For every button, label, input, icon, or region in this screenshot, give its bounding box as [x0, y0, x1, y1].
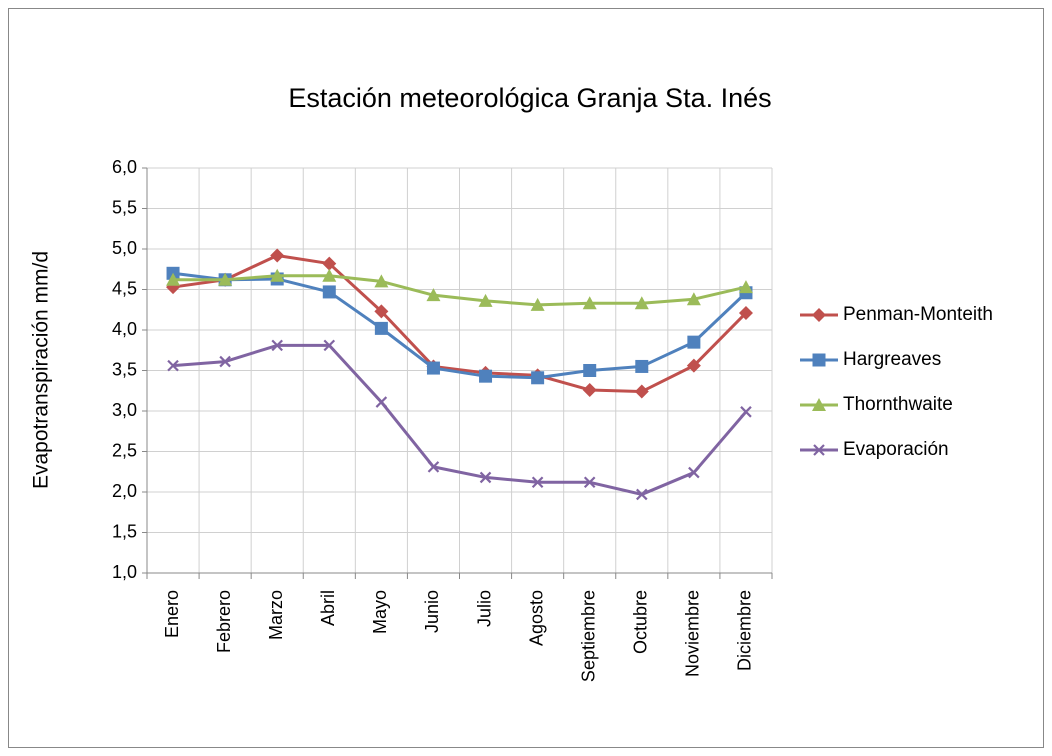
data-point [688, 466, 700, 479]
x-tick-label: Febrero [214, 590, 234, 653]
series-line [172, 343, 748, 496]
data-point [583, 364, 597, 377]
data-point [374, 304, 389, 319]
y-tick-label: 2,0 [112, 481, 137, 501]
data-point [479, 369, 493, 383]
legend-marker [812, 398, 826, 411]
data-point [634, 296, 649, 310]
legend-marker [812, 308, 826, 322]
data-point [582, 382, 597, 397]
x-tick-label: Octubre [631, 590, 651, 654]
data-point [167, 359, 179, 372]
y-tick-label: 4,5 [112, 278, 137, 298]
y-tick-label: 3,5 [112, 359, 137, 379]
y-tick-label: 6,0 [112, 157, 137, 177]
data-point [479, 471, 492, 484]
data-point [530, 297, 545, 311]
x-tick-label: Agosto [526, 590, 546, 646]
series-line [172, 253, 748, 394]
data-point [374, 274, 389, 288]
data-point [322, 256, 337, 271]
data-point [166, 272, 181, 286]
y-axis-label: Evapotranspiración mm/d [30, 251, 53, 489]
y-tick-label: 3,0 [112, 400, 137, 420]
legend-label: Hargreaves [843, 349, 941, 370]
data-point [531, 371, 545, 385]
data-point [426, 361, 440, 375]
x-tick-label: Abril [318, 590, 338, 626]
data-point [531, 476, 544, 489]
data-point [270, 268, 285, 282]
x-tick-label: Julio [474, 590, 494, 627]
legend-label: Penman-Monteith [843, 304, 993, 325]
data-point [374, 321, 388, 335]
data-point [478, 293, 493, 307]
data-point [686, 358, 701, 373]
data-point [322, 268, 337, 282]
legend-marker [812, 353, 826, 367]
data-point [738, 280, 753, 294]
x-tick-label: Mayo [370, 590, 390, 634]
data-point [583, 476, 596, 489]
x-tick-label: Septiembre [578, 590, 598, 682]
data-point [271, 339, 283, 352]
series-line [172, 271, 747, 380]
data-point [687, 335, 701, 349]
data-point [635, 359, 649, 373]
data-point [427, 461, 440, 473]
data-point [322, 285, 336, 299]
y-tick-label: 5,5 [112, 197, 137, 217]
y-tick-label: 5,0 [112, 238, 137, 258]
data-point [636, 488, 648, 501]
y-tick-label: 2,5 [112, 440, 137, 460]
data-point [323, 339, 336, 352]
data-point [738, 305, 753, 320]
x-tick-label: Enero [162, 590, 182, 638]
chart-title: Estación meteorológica Granja Sta. Inés [288, 83, 771, 113]
data-point [375, 396, 388, 408]
data-point [686, 292, 701, 306]
series-line [173, 274, 747, 307]
x-tick-label: Diciembre [735, 590, 755, 671]
y-tick-label: 4,0 [112, 319, 137, 339]
x-tick-label: Marzo [266, 590, 286, 640]
legend-label: Evaporación [843, 439, 949, 460]
x-tick-label: Noviembre [683, 590, 703, 677]
data-point [740, 406, 752, 418]
data-point [218, 272, 233, 286]
data-point [634, 384, 649, 399]
x-tick-label: Junio [422, 590, 442, 633]
y-tick-label: 1,5 [112, 521, 137, 541]
legend-marker [813, 444, 825, 456]
data-point [426, 288, 441, 302]
data-point [270, 248, 285, 263]
y-tick-label: 1,0 [112, 562, 137, 582]
data-point [582, 296, 597, 310]
legend-label: Thornthwaite [843, 394, 953, 415]
data-point [219, 355, 231, 368]
